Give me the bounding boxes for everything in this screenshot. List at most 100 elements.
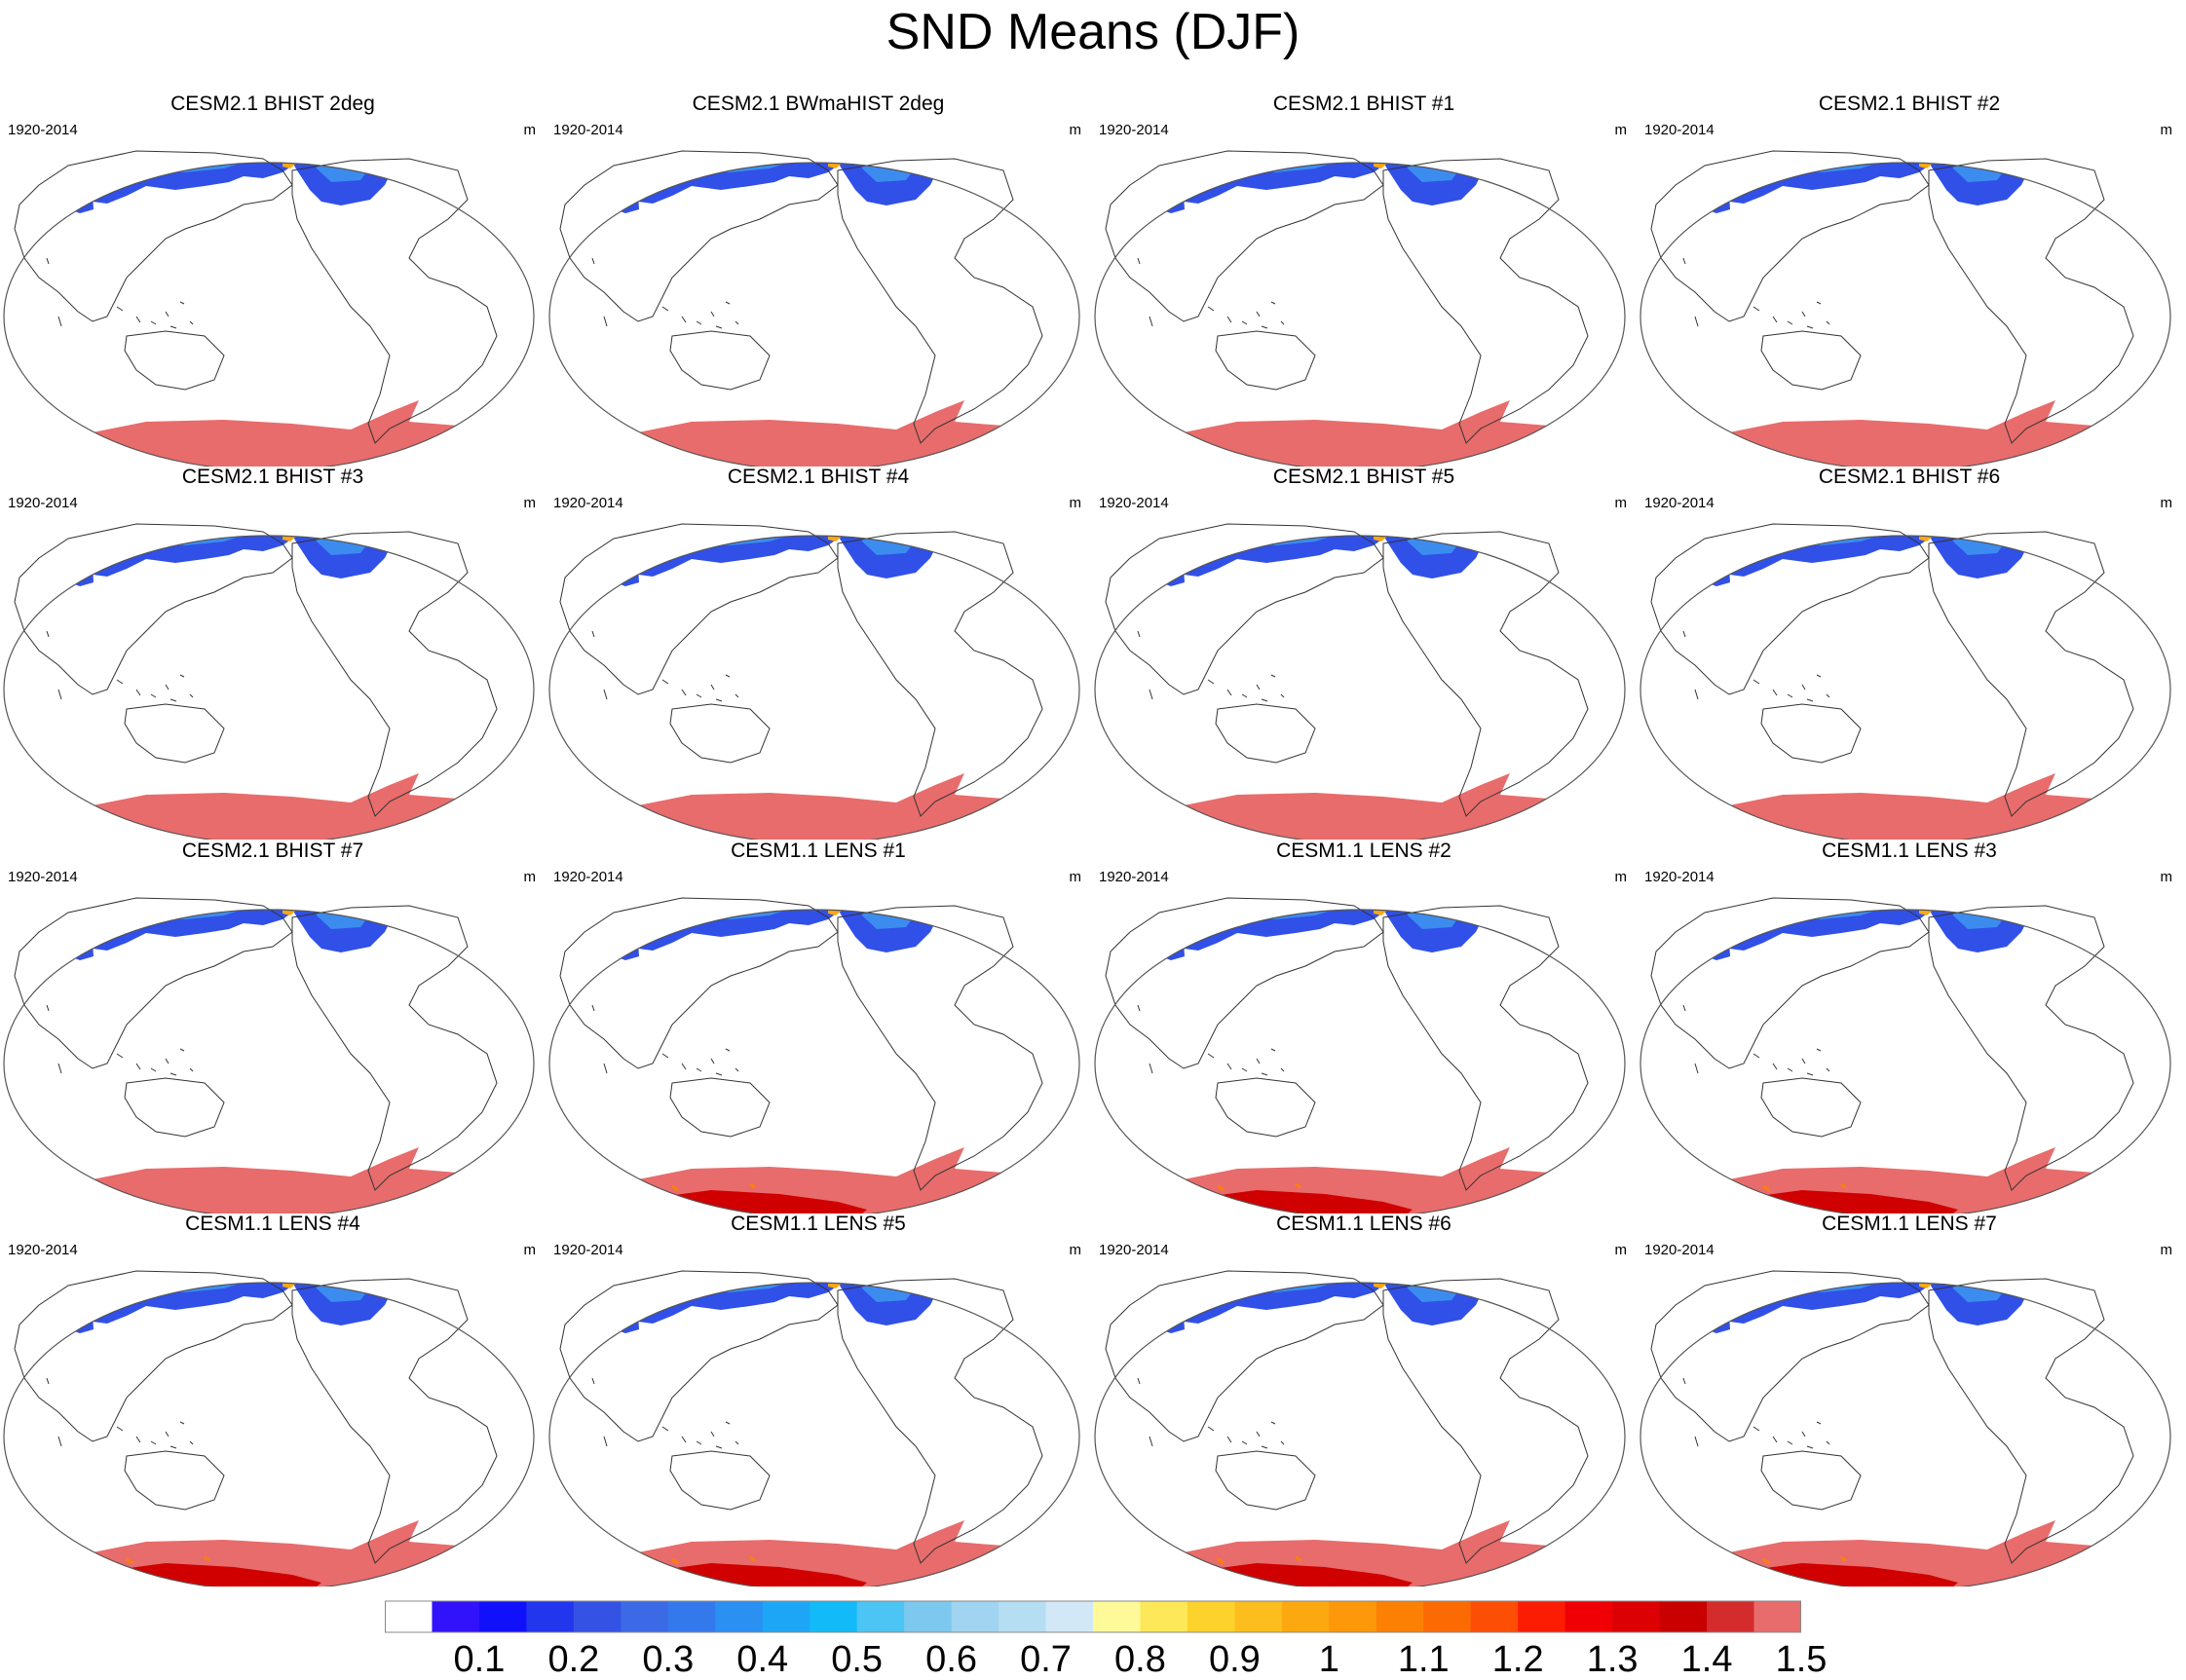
figure-title: SND Means (DJF) (886, 4, 1300, 60)
world-map (548, 150, 1080, 467)
panel-units: m (1614, 122, 1628, 138)
map-panel: CESM2.1 BWmaHIST 2deg 1920-2014 m (546, 93, 1091, 467)
panel-units: m (523, 1242, 537, 1258)
colorbar-swatch (715, 1601, 764, 1632)
map-outline (3, 1282, 535, 1587)
colorbar-swatch (1234, 1601, 1283, 1632)
panel-units: m (523, 495, 537, 511)
panel-title: CESM2.1 BHIST #2 (1818, 93, 2001, 115)
colorbar-tick-label: 0.8 (1114, 1639, 1166, 1680)
map-panel: CESM2.1 BHIST 2deg 1920-2014 m (0, 93, 546, 467)
panel-title: CESM2.1 BHIST #6 (1818, 466, 2001, 488)
world-map (548, 1270, 1080, 1587)
colorbar-swatch (1423, 1601, 1472, 1632)
map-outline (1094, 909, 1626, 1213)
colorbar-swatch (1187, 1601, 1235, 1632)
panel-period: 1920-2014 (553, 1242, 623, 1258)
map-panel: CESM2.1 BHIST #7 1920-2014 m (0, 840, 546, 1213)
map-outline (548, 909, 1080, 1213)
map-panel: CESM2.1 BHIST #2 1920-2014 m (1637, 93, 2182, 467)
map-outline (3, 162, 535, 467)
map-panel: CESM1.1 LENS #6 1920-2014 m (1091, 1213, 1637, 1587)
colorbar-swatch (856, 1601, 905, 1632)
panel-units: m (2160, 869, 2173, 885)
panel-period: 1920-2014 (553, 495, 623, 511)
map-outline (1640, 162, 2171, 467)
map-outline (1094, 162, 1626, 467)
panel-units: m (2160, 122, 2173, 138)
panel-period: 1920-2014 (8, 869, 78, 885)
map-outline (548, 1282, 1080, 1587)
panel-units: m (2160, 495, 2173, 511)
map-panel: CESM2.1 BHIST #4 1920-2014 m (546, 466, 1091, 840)
colorbar-tick-label: 0.1 (453, 1639, 506, 1680)
colorbar-tick-label: 0.2 (547, 1639, 600, 1680)
colorbar-tick-label: 1.4 (1680, 1639, 1733, 1680)
map-panel: CESM1.1 LENS #3 1920-2014 m (1637, 840, 2182, 1213)
colorbar-swatch (526, 1601, 575, 1632)
colorbar-swatch (1659, 1601, 1708, 1632)
colorbar-swatch (1753, 1601, 1801, 1632)
world-map (3, 150, 535, 467)
colorbar-swatch (1470, 1601, 1519, 1632)
panel-title: CESM2.1 BHIST #3 (181, 466, 364, 488)
panel-units: m (1614, 495, 1628, 511)
map-panel: CESM2.1 BHIST #5 1920-2014 m (1091, 466, 1637, 840)
map-panel: CESM1.1 LENS #7 1920-2014 m (1637, 1213, 2182, 1587)
colorbar-swatch (478, 1601, 527, 1632)
colorbar-swatch (951, 1601, 999, 1632)
world-map (1094, 1270, 1626, 1587)
panel-title: CESM1.1 LENS #2 (1276, 840, 1451, 862)
world-map (1094, 523, 1626, 840)
map-panel: CESM2.1 BHIST #3 1920-2014 m (0, 466, 546, 840)
panel-title: CESM2.1 BHIST #5 (1272, 466, 1455, 488)
panel-title: CESM2.1 BHIST #1 (1272, 93, 1455, 115)
map-panel: CESM1.1 LENS #2 1920-2014 m (1091, 840, 1637, 1213)
world-map (1640, 150, 2171, 467)
panel-units: m (523, 122, 537, 138)
colorbar-swatch (1329, 1601, 1377, 1632)
world-map (548, 897, 1080, 1213)
map-outline (548, 535, 1080, 840)
colorbar-swatch (999, 1601, 1047, 1632)
panel-units: m (1069, 122, 1082, 138)
panel-title: CESM1.1 LENS #3 (1822, 840, 1997, 862)
panel-period: 1920-2014 (8, 495, 78, 511)
colorbar-swatch (573, 1601, 622, 1632)
world-map (1640, 897, 2171, 1213)
colorbar-swatch (621, 1601, 669, 1632)
panel-period: 1920-2014 (1099, 495, 1169, 511)
panel-title: CESM1.1 LENS #5 (731, 1213, 906, 1235)
colorbar-swatch (1045, 1601, 1094, 1632)
map-panel: CESM2.1 BHIST #6 1920-2014 m (1637, 466, 2182, 840)
map-outline (1640, 1282, 2171, 1587)
colorbar-swatch (667, 1601, 716, 1632)
colorbar-tick-label: 0.9 (1208, 1639, 1261, 1680)
colorbar-swatch (432, 1601, 480, 1632)
map-panel: CESM2.1 BHIST #1 1920-2014 m (1091, 93, 1637, 467)
map-outline (1640, 909, 2171, 1213)
panel-title: CESM1.1 LENS #6 (1276, 1213, 1451, 1235)
panel-period: 1920-2014 (8, 122, 78, 138)
world-map (1640, 523, 2171, 840)
world-map (548, 523, 1080, 840)
map-outline (3, 535, 535, 840)
colorbar-swatch (762, 1601, 810, 1632)
panel-title: CESM2.1 BHIST 2deg (170, 93, 375, 115)
panel-period: 1920-2014 (1644, 122, 1715, 138)
panel-period: 1920-2014 (1644, 869, 1715, 885)
colorbar-swatch (810, 1601, 858, 1632)
panel-period: 1920-2014 (1644, 1242, 1715, 1258)
colorbar-swatch (1140, 1601, 1188, 1632)
panel-title: CESM2.1 BWmaHIST 2deg (692, 93, 945, 115)
map-panel: CESM1.1 LENS #4 1920-2014 m (0, 1213, 546, 1587)
map-panel: CESM1.1 LENS #1 1920-2014 m (546, 840, 1091, 1213)
colorbar-swatch (1612, 1601, 1661, 1632)
panel-title: CESM1.1 LENS #4 (185, 1213, 360, 1235)
colorbar-swatch (904, 1601, 953, 1632)
map-outline (548, 162, 1080, 467)
panel-units: m (1069, 869, 1082, 885)
world-map (3, 523, 535, 840)
colorbar-tick-label: 0.3 (642, 1639, 695, 1680)
map-outline (1094, 535, 1626, 840)
